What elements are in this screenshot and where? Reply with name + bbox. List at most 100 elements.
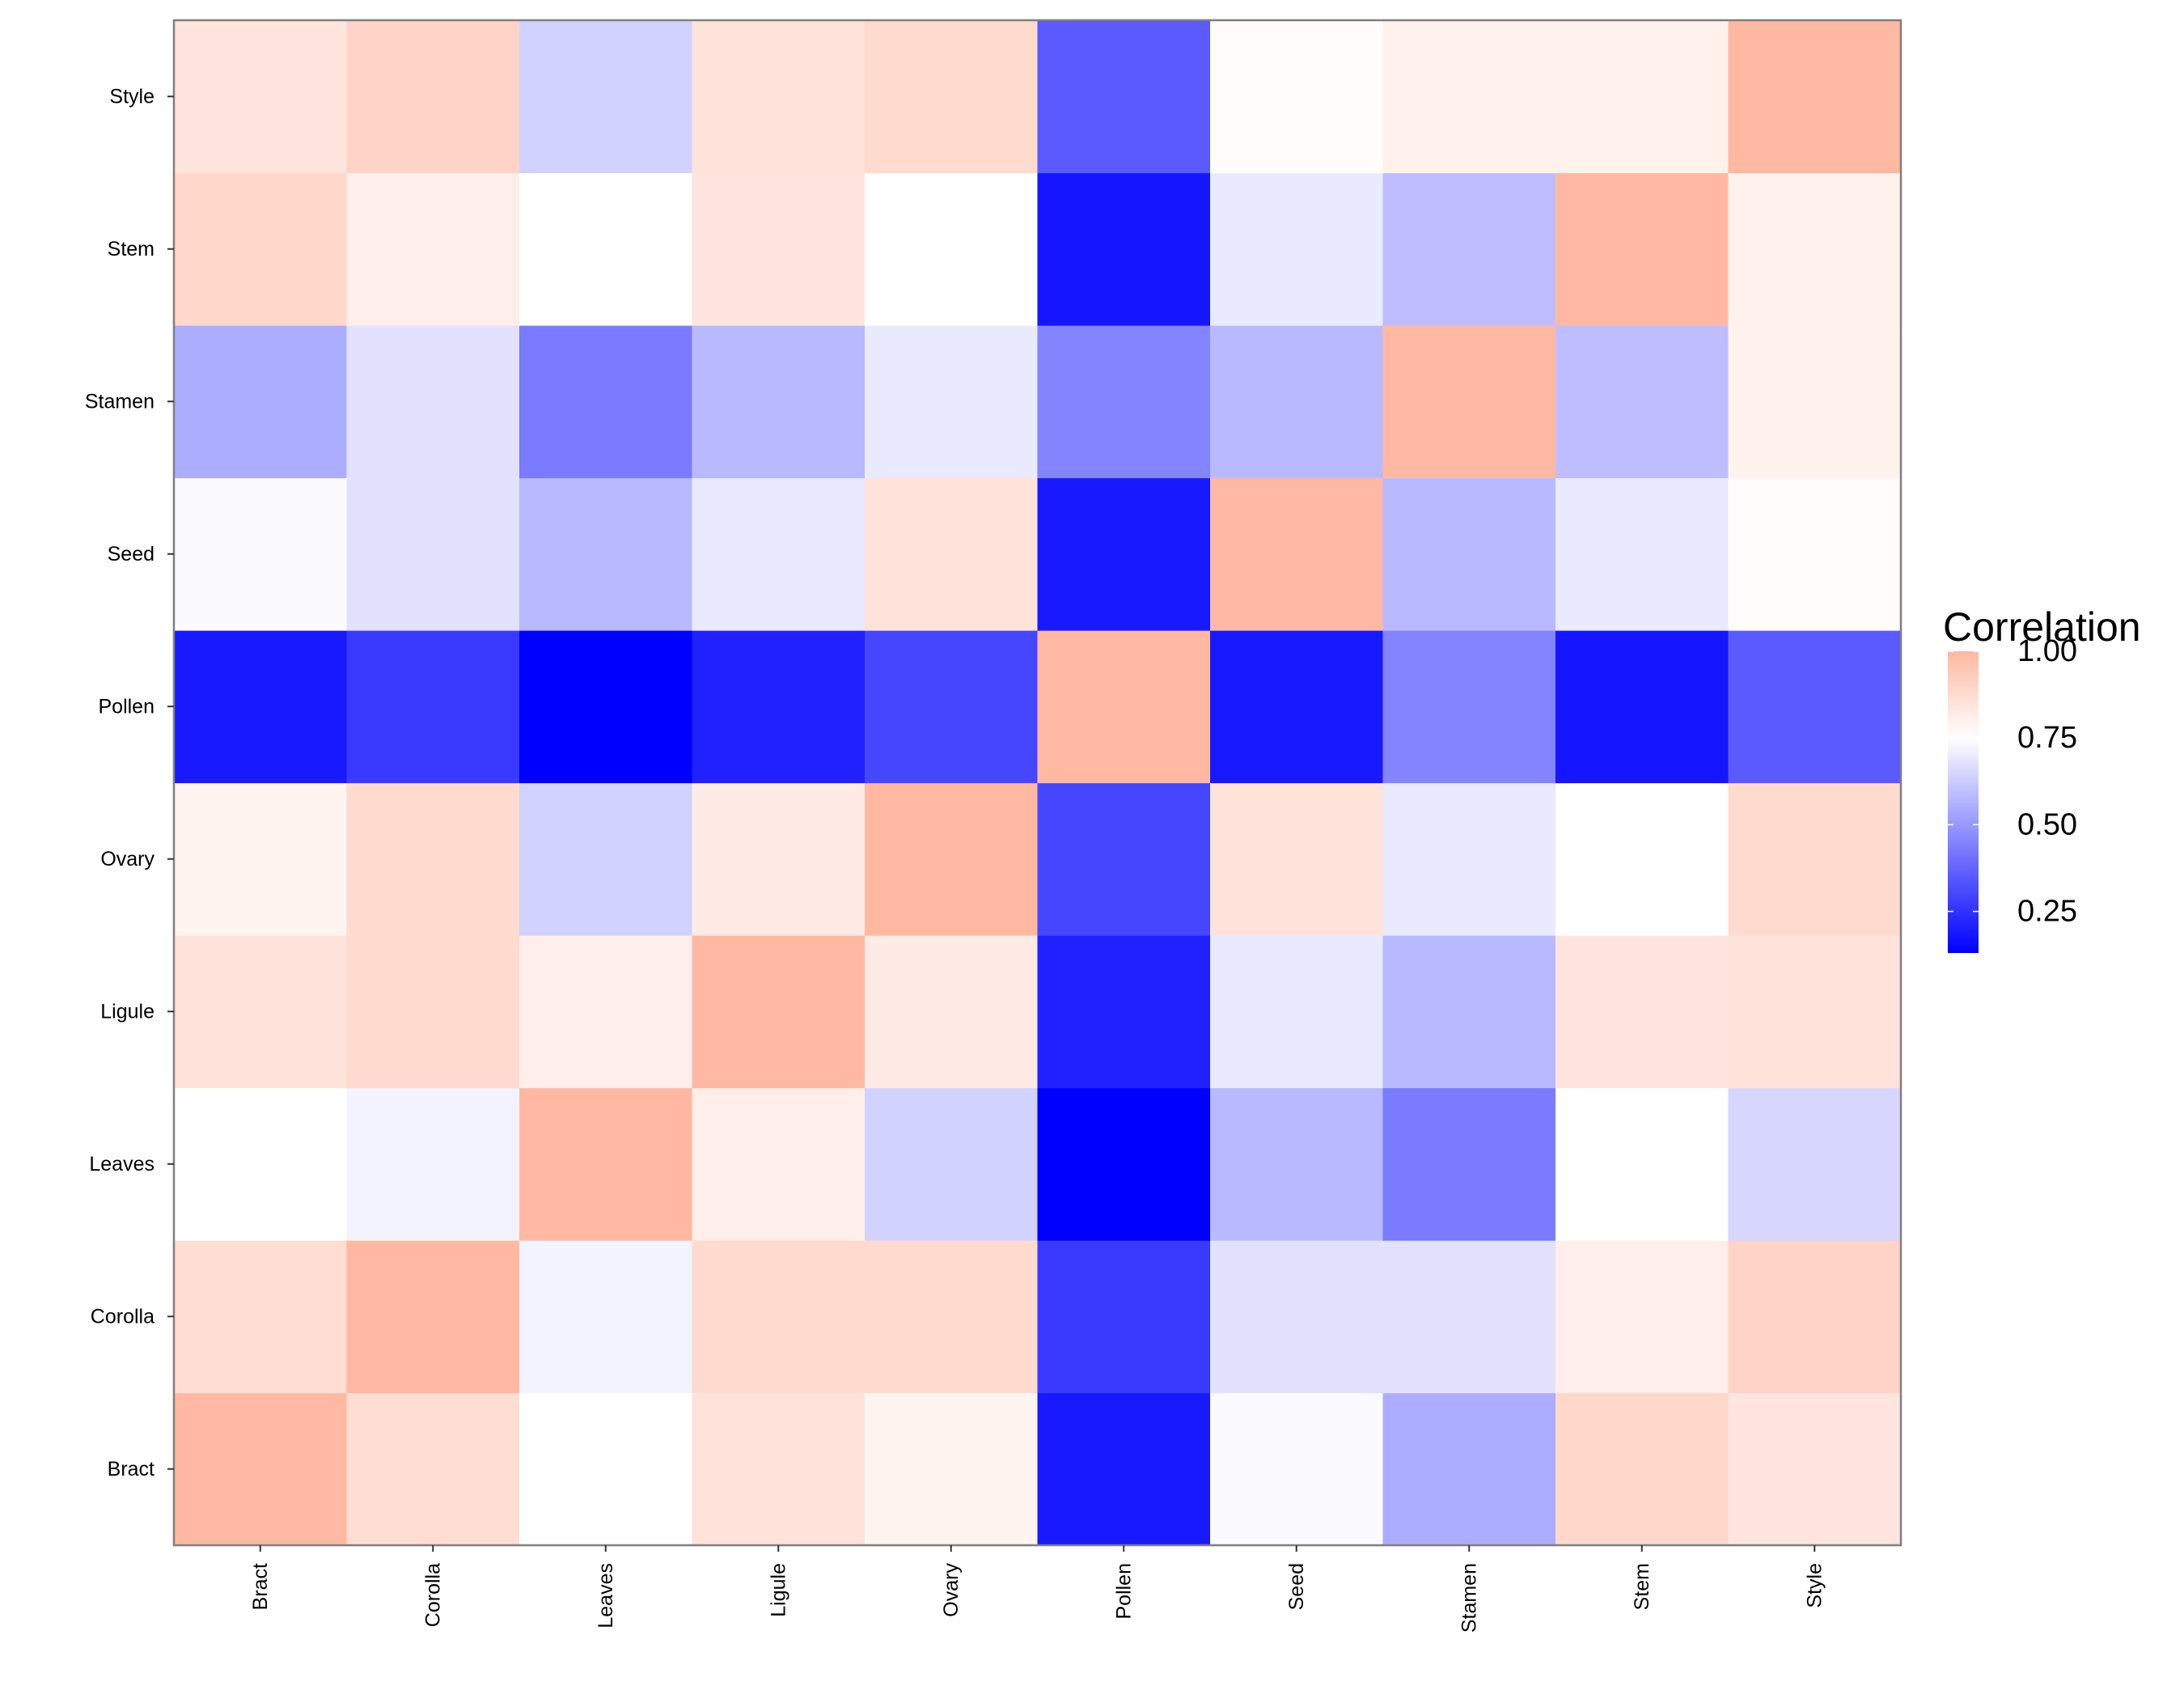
heatmap-cell-bract-ovary — [865, 1392, 1039, 1546]
heatmap-cell-stamen-pollen — [1037, 325, 1211, 479]
y-axis: Bract Corolla Leaves Ligule Ovary Pollen Seed S… — [85, 85, 174, 1481]
legend-tick-label: 1.00 — [2017, 634, 2077, 668]
heatmap-cell-seed-bract — [174, 477, 348, 631]
heatmap-cell-ovary-ligule — [692, 782, 866, 936]
x-tick-label: Ovary — [940, 1563, 963, 1617]
panel-border — [172, 19, 1903, 1547]
heatmap-cell-bract-style — [1728, 1392, 1902, 1546]
legend-tick-label: 0.50 — [2017, 807, 2077, 841]
heatmap-cell-leaves-stem — [1555, 1087, 1729, 1241]
heatmap-cell-stem-stamen — [1382, 172, 1556, 326]
heatmap-cell-pollen-ligule — [692, 630, 866, 784]
heatmap-cell-stem-stem — [1555, 172, 1729, 326]
heatmap-cell-leaves-style — [1728, 1087, 1902, 1241]
heatmap-cell-ligule-style — [1728, 935, 1902, 1089]
heatmap-cell-stem-bract — [174, 172, 348, 326]
heatmap-cell-corolla-stem — [1555, 1240, 1729, 1394]
heatmap-cell-bract-ligule — [692, 1392, 866, 1546]
heatmap-cell-seed-style — [1728, 477, 1902, 631]
y-tick-label: Stamen — [85, 390, 154, 413]
heatmap-cell-style-bract — [174, 20, 348, 174]
heatmap-cell-ligule-stamen — [1382, 935, 1556, 1089]
heatmap-cell-corolla-bract — [174, 1240, 348, 1394]
heatmap-cell-ovary-pollen — [1037, 782, 1211, 936]
heatmap-cell-leaves-stamen — [1382, 1087, 1556, 1241]
heatmap-cell-bract-bract — [174, 1392, 348, 1546]
heatmap-cell-stem-leaves — [519, 172, 693, 326]
heatmap-cell-pollen-stem — [1555, 630, 1729, 784]
heatmap-cell-bract-stem — [1555, 1392, 1729, 1546]
heatmap-cell-leaves-ovary — [865, 1087, 1039, 1241]
y-tick-label: Ligule — [100, 1000, 154, 1023]
x-tick-label: Stem — [1631, 1563, 1653, 1610]
y-tick-label: Pollen — [99, 695, 155, 718]
x-tick-label: Stamen — [1458, 1563, 1480, 1633]
heatmap-cell-corolla-ligule — [692, 1240, 866, 1394]
heatmap-cell-ovary-ovary — [865, 782, 1039, 936]
heatmap-cell-stem-style — [1728, 172, 1902, 326]
x-tick-label: Style — [1803, 1563, 1826, 1608]
heatmap-cell-pollen-seed — [1210, 630, 1384, 784]
heatmap-cell-pollen-leaves — [519, 630, 693, 784]
x-axis: Bract Corolla Leaves Ligule Ovary Pollen Seed S… — [249, 1545, 1826, 1633]
color-legend: Correlation 1.00 0.75 0.50 0.25 — [1943, 604, 2141, 953]
heatmap-cell-stem-seed — [1210, 172, 1384, 326]
heatmap-cell-ovary-leaves — [519, 782, 693, 936]
heatmap-cell-ovary-corolla — [346, 782, 520, 936]
heatmap-cell-style-seed — [1210, 20, 1384, 174]
heatmap-cell-ovary-style — [1728, 782, 1902, 936]
x-tick-label: Ligule — [767, 1563, 789, 1617]
heatmap-cell-corolla-seed — [1210, 1240, 1384, 1394]
heatmap-cell-corolla-pollen — [1037, 1240, 1211, 1394]
heatmap-cell-ligule-pollen — [1037, 935, 1211, 1089]
legend-tick-label: 0.25 — [2017, 895, 2077, 929]
heatmap-cell-leaves-corolla — [346, 1087, 520, 1241]
heatmap-cell-seed-ovary — [865, 477, 1039, 631]
heatmap-cell-stem-corolla — [346, 172, 520, 326]
legend-colorbar — [1948, 651, 1979, 953]
heatmap-cell-leaves-bract — [174, 1087, 348, 1241]
x-tick-label: Leaves — [595, 1563, 617, 1629]
heatmap-cell-pollen-corolla — [346, 630, 520, 784]
heatmap-cell-ligule-ovary — [865, 935, 1039, 1089]
heatmap-cell-leaves-leaves — [519, 1087, 693, 1241]
y-tick-label: Bract — [108, 1458, 154, 1481]
heatmap-cell-ligule-ligule — [692, 935, 866, 1089]
heatmap-cell-pollen-stamen — [1382, 630, 1556, 784]
heatmap-cell-stamen-seed — [1210, 325, 1384, 479]
heatmap-cell-stamen-style — [1728, 325, 1902, 479]
heatmap-cell-bract-seed — [1210, 1392, 1384, 1546]
heatmap-cell-corolla-leaves — [519, 1240, 693, 1394]
legend-title: Correlation — [1943, 604, 2141, 650]
heatmap-cell-ovary-seed — [1210, 782, 1384, 936]
heatmap-cell-seed-ligule — [692, 477, 866, 631]
heatmap-cell-corolla-stamen — [1382, 1240, 1556, 1394]
y-tick-label: Corolla — [91, 1305, 154, 1328]
y-tick-label: Style — [109, 85, 154, 108]
heatmap-cells — [174, 20, 1902, 1546]
heatmap-cell-ligule-leaves — [519, 935, 693, 1089]
x-tick-label: Bract — [249, 1563, 272, 1610]
heatmap-cell-style-stamen — [1382, 20, 1556, 174]
heatmap-cell-style-pollen — [1037, 20, 1211, 174]
heatmap-cell-style-corolla — [346, 20, 520, 174]
heatmap-cell-ligule-corolla — [346, 935, 520, 1089]
heatmap-cell-style-stem — [1555, 20, 1729, 174]
legend-ticks: 1.00 0.75 0.50 0.25 — [1948, 634, 2077, 929]
heatmap-cell-style-ovary — [865, 20, 1039, 174]
heatmap-cell-leaves-ligule — [692, 1087, 866, 1241]
heatmap-cell-seed-leaves — [519, 477, 693, 631]
heatmap-cell-bract-pollen — [1037, 1392, 1211, 1546]
heatmap-cell-pollen-ovary — [865, 630, 1039, 784]
heatmap-cell-leaves-pollen — [1037, 1087, 1211, 1241]
heatmap-cell-stem-pollen — [1037, 172, 1211, 326]
heatmap-cell-style-leaves — [519, 20, 693, 174]
heatmap-cell-stamen-stamen — [1382, 325, 1556, 479]
heatmap-cell-stamen-ligule — [692, 325, 866, 479]
heatmap-cell-ovary-stem — [1555, 782, 1729, 936]
heatmap-cell-pollen-pollen — [1037, 630, 1211, 784]
heatmap-cell-seed-seed — [1210, 477, 1384, 631]
heatmap-cell-bract-stamen — [1382, 1392, 1556, 1546]
